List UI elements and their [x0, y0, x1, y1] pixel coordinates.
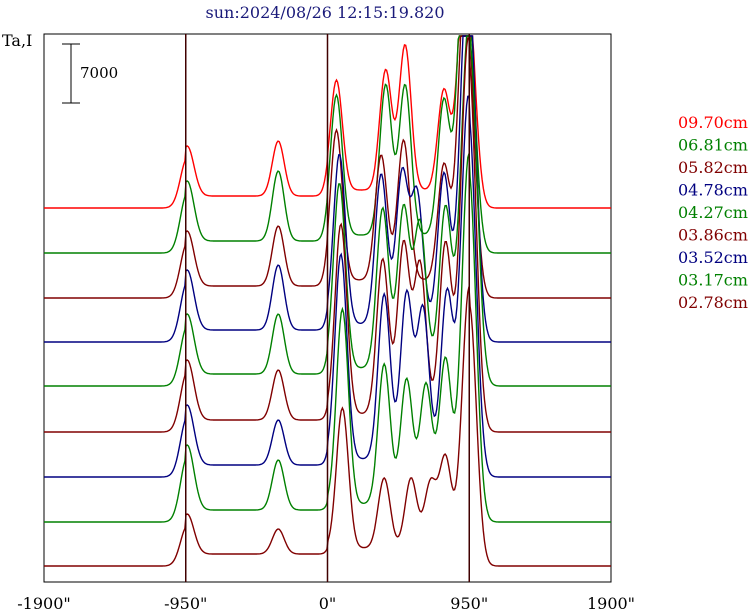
- legend-item-2: 05.82cm: [678, 158, 748, 177]
- x-tick-label: 0": [319, 594, 337, 613]
- vertical-lines: [185, 34, 470, 582]
- legend-item-0: 09.70cm: [678, 113, 748, 132]
- legend-item-1: 06.81cm: [678, 136, 748, 155]
- x-tick-label: -950": [164, 594, 207, 613]
- x-tick-label: -1900": [17, 594, 70, 613]
- scale-bar: 7000: [62, 43, 118, 104]
- chart-title: sun:2024/08/26 12:15:19.820: [206, 3, 445, 22]
- legend-item-7: 03.17cm: [678, 271, 748, 290]
- legend-item-5: 03.86cm: [678, 226, 748, 245]
- legend-item-6: 03.52cm: [678, 248, 748, 267]
- legend-item-3: 04.78cm: [678, 181, 748, 200]
- scale-bar-label: 7000: [80, 64, 118, 82]
- legend-item-8: 02.78cm: [678, 293, 748, 312]
- legend-item-4: 04.27cm: [678, 203, 748, 222]
- x-tick-label: 1900": [587, 594, 635, 613]
- x-tick-labels: -1900" -950" 0" 950" 1900": [17, 594, 635, 613]
- legend: 09.70cm 06.81cm 05.82cm 04.78cm 04.27cm 03.86…: [678, 113, 748, 312]
- x-tick-label: 950": [450, 594, 488, 613]
- y-axis-label: Ta,I: [2, 31, 32, 50]
